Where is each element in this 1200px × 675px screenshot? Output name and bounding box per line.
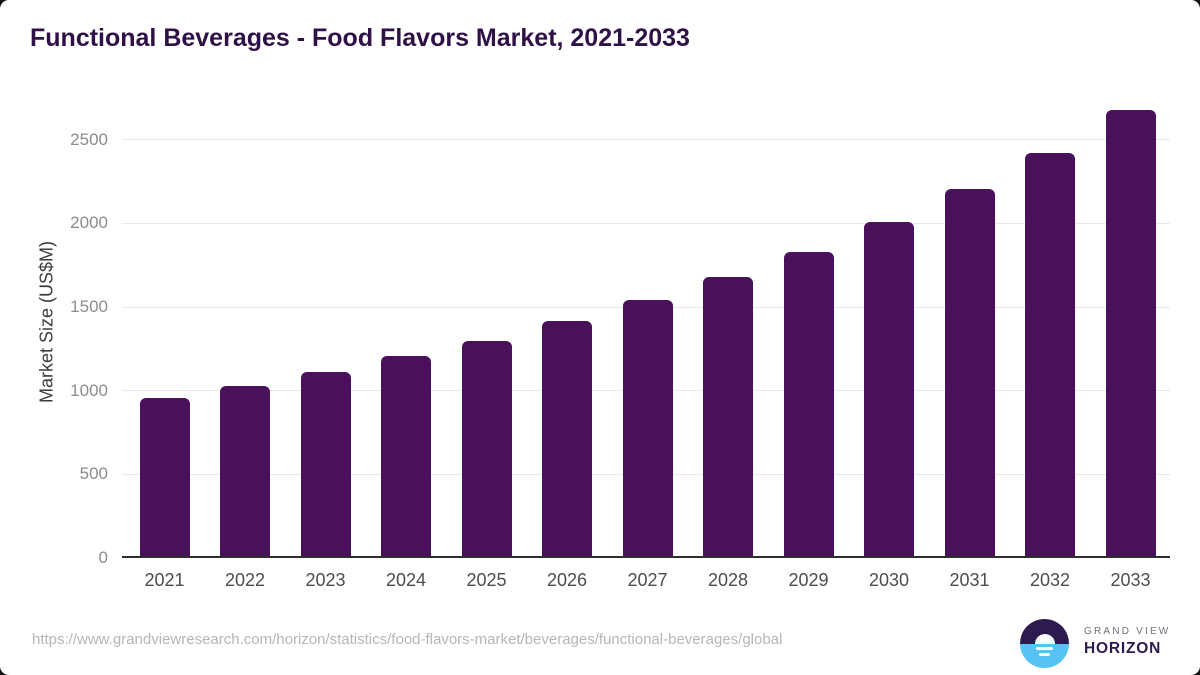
x-axis-label-2031: 2031 — [949, 570, 990, 590]
bar-2032 — [1025, 153, 1075, 558]
y-tick-label-0: 0 — [98, 548, 108, 567]
x-axis-label-2021: 2021 — [144, 570, 185, 590]
chart-title: Functional Beverages - Food Flavors Mark… — [30, 24, 690, 52]
logo-text: GRAND VIEW HORIZON — [1084, 626, 1170, 658]
x-axis-label-2027: 2027 — [627, 570, 668, 590]
logo-grand-view-label: GRAND VIEW — [1084, 626, 1171, 637]
bar-2028 — [703, 277, 753, 558]
x-axis-label-2029: 2029 — [788, 570, 829, 590]
y-tick-label-1500: 1500 — [70, 297, 108, 317]
bar-2026 — [542, 320, 592, 558]
gridline-2000 — [122, 222, 1170, 224]
gridline-2500 — [122, 139, 1170, 141]
bar-2022 — [220, 385, 270, 558]
x-axis-label-2024: 2024 — [385, 570, 427, 590]
x-axis-label-2033: 2033 — [1110, 570, 1151, 590]
logo-reflection-line-1 — [1036, 646, 1053, 651]
x-axis-label-2025: 2025 — [466, 570, 507, 590]
bar-2021 — [139, 398, 190, 558]
x-axis-line — [122, 556, 1170, 558]
logo-reflection-line-2 — [1039, 652, 1050, 657]
bar-2029 — [783, 251, 834, 558]
bar-2033 — [1105, 110, 1156, 558]
logo-horizon-label: HORIZON — [1084, 640, 1162, 657]
logo-sun-dome — [1034, 633, 1055, 644]
x-axis-label-2022: 2022 — [224, 570, 266, 590]
bar-2031 — [944, 189, 995, 558]
bar-2030 — [864, 222, 914, 558]
y-tick-label-2500: 2500 — [70, 129, 108, 149]
bar-2027 — [622, 300, 673, 558]
horizon-sun-icon — [1020, 619, 1069, 668]
source-url: https://www.grandviewresearch.com/horizo… — [32, 631, 783, 648]
x-axis-label-2026: 2026 — [546, 570, 588, 590]
bar-2024 — [381, 356, 431, 558]
x-axis-label-2028: 2028 — [707, 570, 749, 590]
y-tick-label-1000: 1000 — [70, 380, 108, 400]
x-axis-label-2032: 2032 — [1029, 570, 1071, 590]
bar-2023 — [300, 371, 351, 558]
x-axis-label-2023: 2023 — [305, 570, 346, 590]
grandview-horizon-logo: GRAND VIEW HORIZON — [1020, 619, 1190, 669]
bar-2025 — [461, 340, 512, 558]
x-axis-label-2030: 2030 — [868, 570, 910, 590]
y-tick-label-2000: 2000 — [70, 213, 108, 233]
y-tick-label-500: 500 — [79, 464, 108, 484]
